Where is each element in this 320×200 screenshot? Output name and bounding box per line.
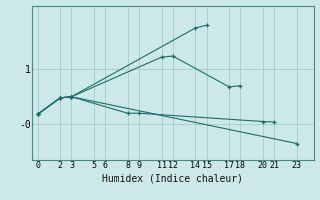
X-axis label: Humidex (Indice chaleur): Humidex (Indice chaleur) [102,173,243,183]
